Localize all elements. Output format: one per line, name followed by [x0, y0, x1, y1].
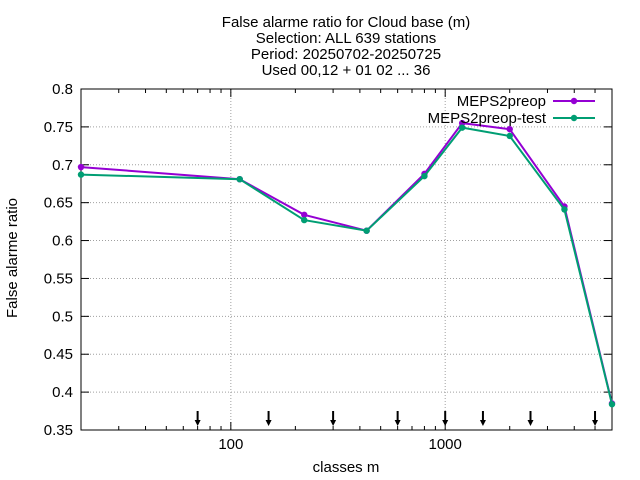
y-tick-label: 0.4: [52, 384, 73, 401]
legend-marker: [570, 97, 578, 105]
arrow-marker-head: [265, 420, 272, 426]
data-point: [236, 175, 243, 183]
y-axis-label: False alarme ratio: [4, 198, 21, 318]
legend-label: MEPS2preop-test: [428, 110, 547, 127]
data-point: [77, 171, 85, 178]
data-point: [506, 125, 513, 133]
x-tick-label: 100: [218, 436, 243, 453]
arrow-markers: [194, 411, 599, 426]
y-tick-label: 0.6: [52, 233, 73, 250]
y-tick-label: 0.65: [44, 195, 73, 212]
x-axis-label: classes m: [313, 459, 380, 476]
data-point: [458, 124, 466, 131]
arrow-marker-head: [394, 420, 401, 426]
arrow-marker-head: [527, 420, 534, 426]
legend-label: MEPS2preop: [457, 93, 546, 110]
title-line: False alarme ratio for Cloud base (m): [222, 14, 470, 31]
arrow-marker-head: [194, 420, 201, 426]
data-point: [77, 163, 85, 171]
arrow-marker-head: [479, 420, 486, 426]
title-line: Used 00,12 + 01 02 ... 36: [262, 62, 431, 79]
data-point: [458, 119, 466, 127]
legend-marker: [570, 114, 578, 122]
y-tick-label: 0.8: [52, 81, 73, 98]
axes: 0.35 0.4 0.45 0.5 0.55 0.6 0.65 0.7 0.75 0.8 100 10…: [44, 81, 613, 453]
y-tick-label: 0.45: [44, 346, 73, 363]
x-tick-label: 1000: [429, 436, 462, 453]
data-point: [301, 211, 308, 218]
arrow-marker-head: [592, 420, 599, 426]
y-tick-label: 0.35: [44, 422, 73, 439]
series-group: [77, 119, 616, 408]
y-tick-label: 0.75: [44, 119, 73, 136]
title-line: Period: 20250702-20250725: [251, 46, 441, 63]
data-point: [608, 401, 616, 408]
data-point: [301, 216, 308, 224]
data-point: [421, 172, 428, 180]
data-point: [363, 227, 370, 234]
y-tick-label: 0.7: [52, 157, 73, 174]
arrow-marker-head: [442, 420, 449, 426]
arrow-marker-head: [330, 420, 337, 426]
plot-frame: [80, 88, 613, 431]
y-tick-label: 0.55: [44, 270, 73, 287]
series-line-2: [80, 126, 613, 405]
title-line: Selection: ALL 639 stations: [256, 30, 436, 47]
data-point: [506, 132, 513, 140]
chart-title: False alarme ratio for Cloud base (m)Sel…: [222, 14, 470, 79]
grid: [81, 89, 612, 430]
y-tick-label: 0.5: [52, 308, 73, 325]
data-point: [561, 206, 568, 213]
